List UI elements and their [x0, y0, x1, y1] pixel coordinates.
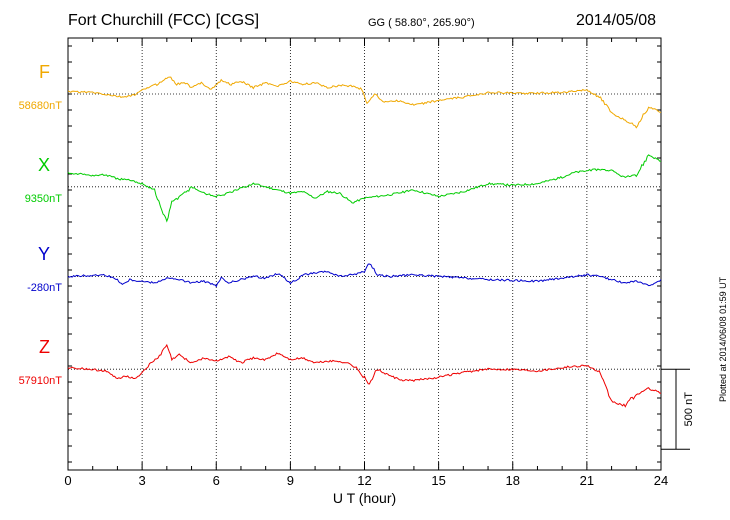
series-line-x: [67, 154, 662, 223]
baseline-value-x: 9350nT: [24, 192, 62, 205]
x-tick-label: 9: [287, 473, 294, 488]
component-label-x: X: [37, 154, 50, 175]
baseline-value-y: -280nT: [27, 282, 62, 295]
x-tick-label: 0: [64, 473, 71, 488]
series-line-z: [67, 343, 662, 408]
x-tick-label: 6: [213, 473, 220, 488]
plot-date: 2014/05/08: [576, 12, 657, 29]
geographic-coordinates: GG ( 58.80°, 265.90°): [368, 17, 475, 29]
series-line-y: [67, 263, 662, 288]
series-line-f: [67, 76, 662, 129]
component-label-f: F: [39, 62, 50, 82]
x-axis-label: U T (hour): [333, 490, 396, 506]
component-label-z: Z: [39, 337, 50, 358]
baseline-value-f: 58680nT: [18, 100, 62, 112]
x-tick-label: 18: [506, 473, 520, 488]
x-tick-label: 12: [357, 473, 371, 488]
scale-bar-label: 500 nT: [683, 392, 695, 427]
x-tick-label: 21: [580, 473, 594, 488]
baseline-value-z: 57910nT: [18, 375, 62, 388]
plotted-timestamp: Plotted at 2014/06/08 01:59 UT: [718, 276, 728, 402]
x-tick-label: 24: [654, 473, 668, 488]
component-label-y: Y: [37, 244, 50, 265]
x-tick-label: 3: [139, 473, 146, 488]
station-title: Fort Churchill (FCC) [CGS]: [68, 12, 260, 29]
x-tick-label: 15: [431, 473, 445, 488]
